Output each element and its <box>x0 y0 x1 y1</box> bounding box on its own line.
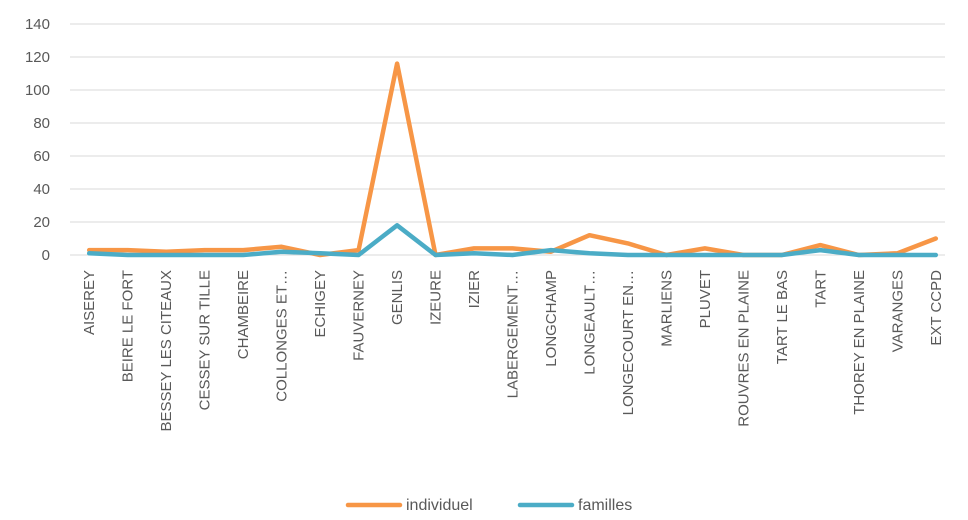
x-category-label: ROUVRES EN PLAINE <box>735 270 752 427</box>
series-line-individuel <box>86 61 939 258</box>
x-category-label: IZEURE <box>428 270 445 325</box>
legend-label-individuel: individuel <box>406 497 473 514</box>
x-category-label: FAUVERNEY <box>351 270 368 361</box>
x-category-label: LABERGEMENT… <box>505 270 522 398</box>
x-category-label: VARANGES <box>889 270 906 352</box>
x-category-label: EXT CCPD <box>928 270 945 346</box>
legend: individuel familles <box>345 497 632 514</box>
x-category-label: LONGECOURT EN… <box>620 270 637 415</box>
y-tick-label: 80 <box>33 115 50 132</box>
gridlines <box>70 23 945 223</box>
x-category-label: LONGCHAMP <box>543 270 560 367</box>
y-tick-label: 60 <box>33 148 50 165</box>
y-tick-label: 0 <box>42 247 50 264</box>
y-tick-label: 40 <box>33 181 50 198</box>
x-category-label: TART <box>812 270 829 308</box>
x-category-label: BESSEY LES CITEAUX <box>158 270 175 431</box>
y-tick-label: 20 <box>33 214 50 231</box>
legend-label-familles: familles <box>578 497 632 514</box>
x-category-label: BEIRE LE FORT <box>120 270 137 382</box>
x-category-label: CESSEY SUR TILLE <box>197 270 214 410</box>
x-category-label: THOREY EN PLAINE <box>851 270 868 415</box>
x-category-label: ECHIGEY <box>312 270 329 338</box>
x-category-label: AISEREY <box>81 270 98 335</box>
y-tick-label: 120 <box>25 49 50 66</box>
x-category-label: CHAMBEIRE <box>235 270 252 359</box>
y-axis-ticks: 0 20 40 60 80 100 120 140 <box>25 16 50 264</box>
x-category-label: MARLIENS <box>658 270 675 347</box>
x-category-label: COLLONGES ET… <box>274 270 291 402</box>
x-category-label: TART LE BAS <box>774 270 791 364</box>
x-axis-categories: AISEREY BEIRE LE FORT BESSEY LES CITEAUX CE… <box>81 270 945 432</box>
x-category-label: LONGEAULT… <box>581 270 598 375</box>
x-category-label: PLUVET <box>697 270 714 328</box>
x-category-label: GENLIS <box>389 270 406 325</box>
y-tick-label: 100 <box>25 82 50 99</box>
series-lines <box>86 61 939 258</box>
x-category-label: IZIER <box>466 270 483 309</box>
y-tick-label: 140 <box>25 16 50 33</box>
